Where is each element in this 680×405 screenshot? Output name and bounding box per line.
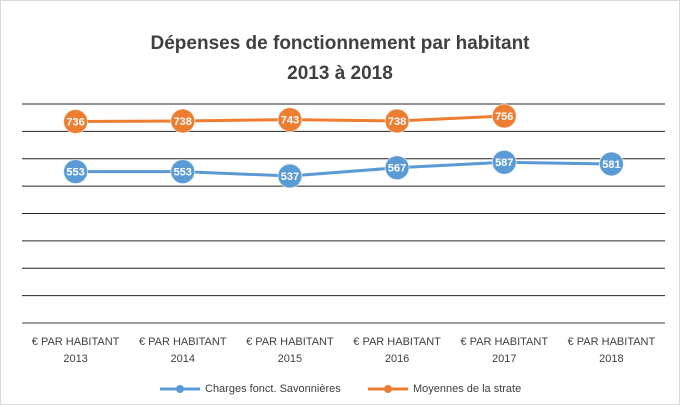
data-label: 553 <box>174 167 192 179</box>
point-marker <box>277 163 303 189</box>
x-tick-label: € PAR HABITANT <box>246 336 334 348</box>
data-label: 738 <box>388 116 406 128</box>
chart-title: Dépenses de fonctionnement par habitant <box>151 33 531 54</box>
data-label: 553 <box>66 167 84 179</box>
point-marker <box>63 109 89 135</box>
x-tick-label: 2017 <box>492 353 516 365</box>
data-label: 736 <box>66 116 84 128</box>
point-marker <box>384 155 410 181</box>
legend-marker <box>176 385 184 393</box>
legend-label: Moyennes de la strate <box>413 383 521 395</box>
data-label: 743 <box>281 115 299 127</box>
point-marker <box>491 103 517 129</box>
data-label: 567 <box>388 163 406 175</box>
point-marker <box>491 149 517 175</box>
point-marker <box>170 159 196 185</box>
data-label: 756 <box>495 111 513 123</box>
x-tick-label: € PAR HABITANT <box>460 336 548 348</box>
x-tick-label: 2014 <box>171 353 195 365</box>
data-label: 537 <box>281 171 299 183</box>
point-marker <box>63 159 89 185</box>
x-tick-label: 2016 <box>385 353 409 365</box>
x-tick-label: € PAR HABITANT <box>568 336 656 348</box>
x-tick-label: € PAR HABITANT <box>32 336 120 348</box>
data-label: 738 <box>174 116 192 128</box>
point-marker <box>384 108 410 134</box>
point-marker <box>598 151 624 177</box>
x-tick-label: 2018 <box>599 353 623 365</box>
x-tick-label: € PAR HABITANT <box>353 336 441 348</box>
x-tick-label: 2013 <box>63 353 87 365</box>
x-tick-label: € PAR HABITANT <box>139 336 227 348</box>
legend-marker <box>384 385 392 393</box>
x-tick-label: 2015 <box>278 353 302 365</box>
point-marker <box>277 107 303 133</box>
legend-label: Charges fonct. Savonnières <box>205 383 341 395</box>
point-marker <box>170 108 196 134</box>
data-label: 587 <box>495 157 513 169</box>
chart-title: 2013 à 2018 <box>287 63 393 84</box>
data-label: 581 <box>602 159 620 171</box>
series-line <box>75 160 612 178</box>
